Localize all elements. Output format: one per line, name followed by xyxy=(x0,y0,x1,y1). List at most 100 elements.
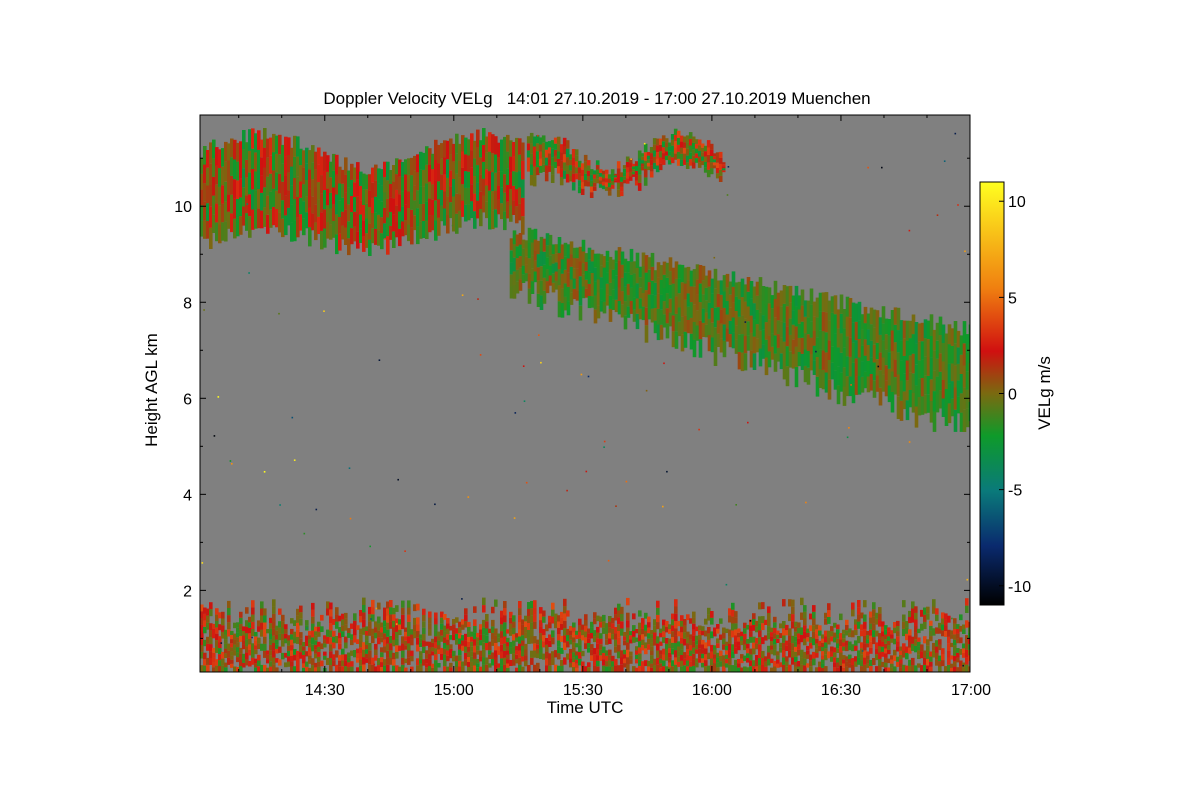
velocity-cell xyxy=(899,659,903,664)
velocity-cell xyxy=(890,655,894,660)
velocity-cell xyxy=(551,254,556,264)
velocity-cell xyxy=(377,602,381,610)
velocity-cell xyxy=(917,341,922,361)
velocity-cell xyxy=(794,641,798,647)
velocity-cell xyxy=(839,372,844,392)
velocity-cell xyxy=(398,629,402,635)
velocity-cell xyxy=(718,163,723,170)
velocity-cell xyxy=(601,181,606,186)
velocity-cell xyxy=(521,645,525,651)
noise-speckle xyxy=(735,504,737,506)
velocity-cell xyxy=(611,269,616,280)
velocity-cell xyxy=(803,658,807,666)
velocity-cell xyxy=(740,636,744,641)
velocity-cell xyxy=(577,173,582,181)
velocity-cell xyxy=(640,167,645,171)
velocity-cell xyxy=(272,628,276,636)
velocity-cell xyxy=(656,643,660,651)
velocity-cell xyxy=(625,172,630,179)
velocity-cell xyxy=(590,655,594,661)
velocity-cell xyxy=(506,642,510,647)
velocity-cell xyxy=(500,187,504,204)
velocity-cell xyxy=(758,295,763,313)
velocity-cell xyxy=(640,163,645,167)
velocity-cell xyxy=(527,258,532,274)
velocity-cell xyxy=(203,607,207,614)
velocity-cell xyxy=(650,280,655,295)
velocity-cell xyxy=(734,629,738,636)
velocity-cell xyxy=(584,666,588,672)
y-tick-label: 2 xyxy=(183,583,192,600)
velocity-cell xyxy=(263,167,267,188)
noise-speckle xyxy=(404,550,406,552)
velocity-cell xyxy=(443,191,447,209)
velocity-cell xyxy=(512,244,517,258)
velocity-cell xyxy=(212,139,216,159)
velocity-cell xyxy=(431,663,435,668)
velocity-cell xyxy=(464,204,468,222)
velocity-cell xyxy=(275,135,279,154)
velocity-cell xyxy=(694,139,699,144)
velocity-cell xyxy=(661,147,666,154)
velocity-cell xyxy=(386,217,390,237)
velocity-cell xyxy=(290,628,294,635)
velocity-cell xyxy=(821,311,826,332)
velocity-cell xyxy=(248,194,252,216)
velocity-cell xyxy=(818,311,823,331)
velocity-cell xyxy=(518,601,522,609)
velocity-cell xyxy=(857,607,861,615)
velocity-cell xyxy=(893,324,898,343)
velocity-cell xyxy=(602,290,607,302)
velocity-cell xyxy=(653,625,657,633)
velocity-cell xyxy=(691,136,696,143)
velocity-cell xyxy=(962,624,966,630)
velocity-cell xyxy=(857,376,862,395)
velocity-cell xyxy=(944,333,949,352)
velocity-cell xyxy=(812,360,817,375)
velocity-cell xyxy=(314,640,318,645)
noise-speckle xyxy=(263,471,266,473)
velocity-cell xyxy=(200,651,204,659)
velocity-cell xyxy=(815,634,819,639)
velocity-cell xyxy=(521,651,525,657)
velocity-cell xyxy=(746,653,750,658)
velocity-cell xyxy=(938,622,942,629)
velocity-cell xyxy=(425,650,429,655)
velocity-cell xyxy=(758,658,762,666)
velocity-cell xyxy=(329,616,333,624)
velocity-cell xyxy=(434,666,438,672)
velocity-cell xyxy=(821,667,825,672)
velocity-cell xyxy=(260,192,264,211)
velocity-cell xyxy=(890,371,895,392)
velocity-cell xyxy=(401,643,405,651)
velocity-cell xyxy=(356,179,360,197)
velocity-cell xyxy=(818,630,822,636)
velocity-cell xyxy=(386,615,390,623)
velocity-cell xyxy=(695,644,699,650)
velocity-cell xyxy=(770,632,774,637)
velocity-cell xyxy=(242,658,246,663)
velocity-cell xyxy=(260,601,264,609)
velocity-cell xyxy=(533,614,537,622)
velocity-cell xyxy=(377,199,381,215)
velocity-cell xyxy=(592,182,597,187)
velocity-cell xyxy=(476,200,480,219)
velocity-cell xyxy=(317,164,321,183)
velocity-cell xyxy=(269,628,273,634)
velocity-cell xyxy=(800,597,804,606)
velocity-cell xyxy=(680,666,684,672)
velocity-cell xyxy=(881,631,885,637)
velocity-cell xyxy=(908,355,913,373)
noise-speckle xyxy=(513,517,516,519)
velocity-cell xyxy=(245,626,249,634)
velocity-cell xyxy=(905,665,909,672)
velocity-cell xyxy=(851,302,856,323)
velocity-cell xyxy=(251,643,255,651)
velocity-cell xyxy=(893,307,898,325)
velocity-cell xyxy=(845,316,850,337)
velocity-cell xyxy=(242,206,246,226)
velocity-cell xyxy=(242,662,246,668)
velocity-cell xyxy=(296,197,300,218)
velocity-cell xyxy=(518,279,523,291)
velocity-cell xyxy=(740,658,744,664)
